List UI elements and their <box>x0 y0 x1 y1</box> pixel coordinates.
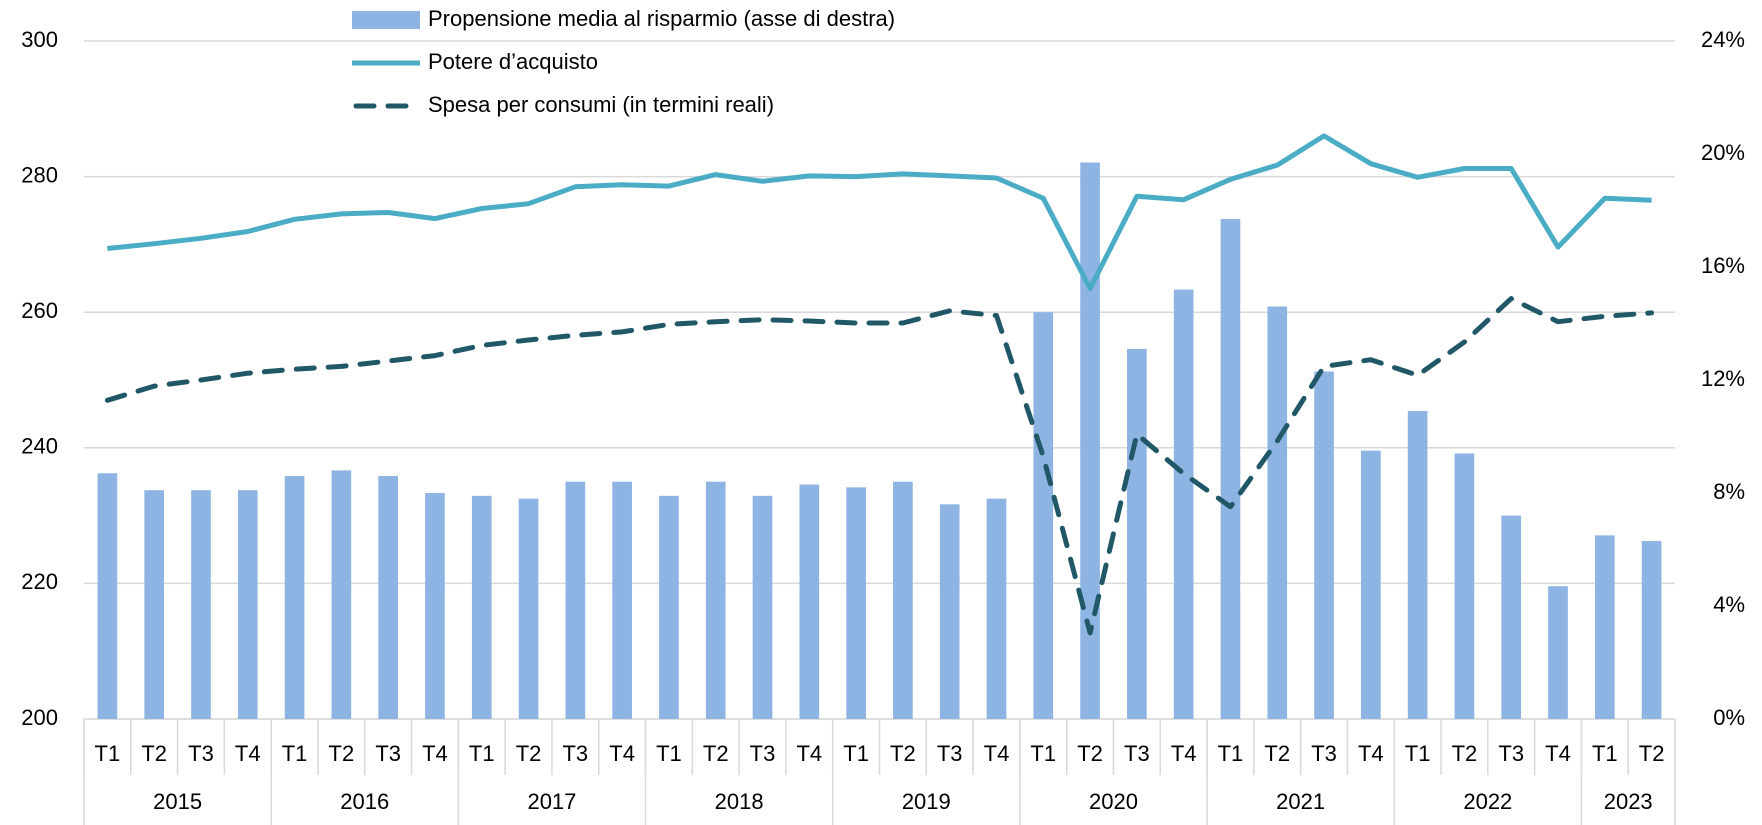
x-tick-label: T3 <box>937 741 963 766</box>
y2-tick-label: 16% <box>1701 253 1745 278</box>
bar <box>1127 348 1147 719</box>
group-label: 2015 <box>153 789 202 814</box>
bar <box>612 481 632 719</box>
bar <box>1361 450 1381 719</box>
legend-label: Spesa per consumi (in termini reali) <box>428 92 774 117</box>
x-tick-label: T3 <box>750 741 776 766</box>
bar <box>471 495 492 719</box>
bar <box>1220 218 1241 719</box>
bar <box>1594 535 1615 719</box>
group-label: 2016 <box>340 789 389 814</box>
bar <box>144 490 165 719</box>
bar <box>1454 453 1475 719</box>
bar <box>1080 162 1100 720</box>
y2-tick-label: 20% <box>1701 140 1745 165</box>
x-tick-label: T4 <box>609 741 635 766</box>
bar <box>191 490 211 719</box>
x-tick-label: T3 <box>188 741 214 766</box>
bar <box>1314 371 1334 719</box>
x-tick-label: T4 <box>1358 741 1384 766</box>
x-tick-label: T2 <box>1264 741 1290 766</box>
x-tick-label: T2 <box>329 741 355 766</box>
group-label: 2017 <box>527 789 576 814</box>
y-tick-label: 280 <box>21 162 58 187</box>
bar <box>237 490 258 719</box>
bar <box>518 498 539 719</box>
x-tick-label: T1 <box>1030 741 1056 766</box>
bar <box>939 504 960 719</box>
x-tick-label: T1 <box>656 741 682 766</box>
group-label: 2020 <box>1089 789 1138 814</box>
bar <box>1501 515 1522 719</box>
x-tick-label: T4 <box>1171 741 1197 766</box>
bar <box>659 495 679 719</box>
bar <box>425 493 445 719</box>
x-tick-label: T4 <box>235 741 261 766</box>
y2-tick-label: 4% <box>1713 592 1745 617</box>
bar <box>1548 586 1568 719</box>
bar <box>986 498 1007 719</box>
x-tick-label: T2 <box>516 741 542 766</box>
x-tick-label: T3 <box>1311 741 1337 766</box>
x-tick-label: T4 <box>422 741 448 766</box>
y-tick-label: 200 <box>21 705 58 730</box>
y2-tick-label: 0% <box>1713 705 1745 730</box>
y2-tick-label: 12% <box>1701 366 1745 391</box>
y2-tick-label: 8% <box>1713 479 1745 504</box>
bar <box>331 470 352 719</box>
bar <box>1267 306 1288 719</box>
x-tick-label: T2 <box>1077 741 1103 766</box>
legend-swatch <box>352 11 420 29</box>
x-tick-label: T1 <box>1592 741 1618 766</box>
x-tick-label: T3 <box>1498 741 1524 766</box>
bar <box>752 495 773 719</box>
x-tick-label: T1 <box>1218 741 1244 766</box>
bar <box>284 476 305 719</box>
bar <box>1407 411 1428 719</box>
x-tick-label: T2 <box>703 741 729 766</box>
y2-tick-label: 24% <box>1701 27 1745 52</box>
line <box>104 296 1655 636</box>
group-label: 2021 <box>1276 789 1325 814</box>
y-tick-label: 240 <box>21 434 58 459</box>
group-label: 2023 <box>1604 789 1653 814</box>
bar <box>97 473 118 719</box>
group-label: 2019 <box>902 789 951 814</box>
y-tick-label: 300 <box>21 27 58 52</box>
x-tick-label: T2 <box>1452 741 1478 766</box>
group-label: 2018 <box>715 789 764 814</box>
x-tick-label: T2 <box>141 741 167 766</box>
bar <box>846 487 866 719</box>
bar <box>705 481 726 719</box>
y-tick-label: 220 <box>21 569 58 594</box>
legend-label: Propensione media al risparmio (asse di … <box>428 6 895 31</box>
x-tick-label: T2 <box>890 741 916 766</box>
x-tick-label: T4 <box>796 741 822 766</box>
x-tick-label: T1 <box>469 741 495 766</box>
bar <box>378 476 398 719</box>
bar <box>1033 312 1054 719</box>
group-label: 2022 <box>1463 789 1512 814</box>
x-tick-label: T1 <box>95 741 121 766</box>
legend-label: Potere d’acquisto <box>428 49 598 74</box>
x-tick-label: T2 <box>1639 741 1665 766</box>
bar <box>799 484 820 719</box>
x-tick-label: T3 <box>1124 741 1150 766</box>
x-tick-label: T1 <box>1405 741 1431 766</box>
y-tick-label: 260 <box>21 298 58 323</box>
bar <box>1641 541 1662 719</box>
x-tick-label: T3 <box>562 741 588 766</box>
x-tick-label: T4 <box>984 741 1010 766</box>
x-tick-label: T1 <box>282 741 308 766</box>
bar <box>565 481 586 719</box>
x-tick-label: T4 <box>1545 741 1571 766</box>
bar <box>1173 289 1194 719</box>
x-tick-label: T1 <box>843 741 869 766</box>
x-tick-label: T3 <box>375 741 401 766</box>
line <box>107 133 1652 291</box>
bar <box>893 481 913 719</box>
